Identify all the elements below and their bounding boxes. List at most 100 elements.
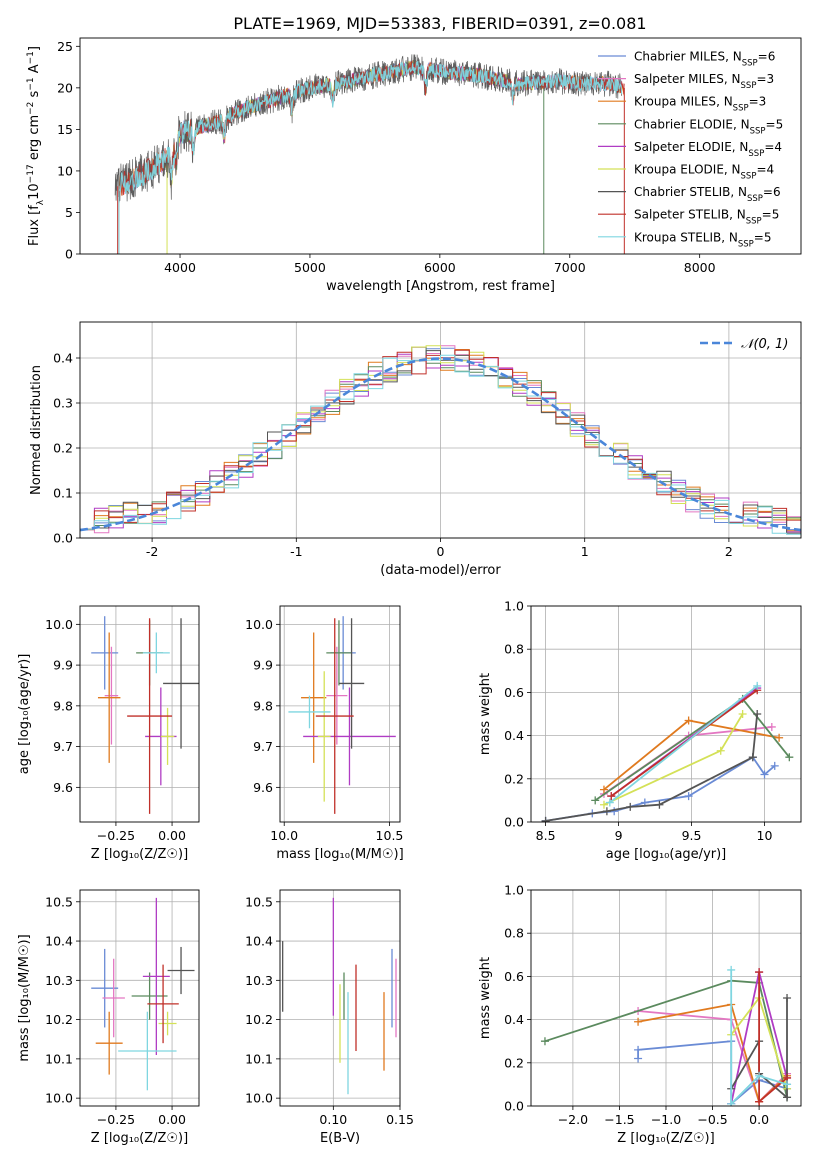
legend-eq: = bbox=[749, 95, 759, 109]
residuals-xtick-label-3: 1 bbox=[581, 544, 589, 559]
age-vs-Z-panel: −0.25 0.00 9.6 9.7 9.8 9.9 10.0 Z [log₁₀(Z/Z☉)]… bbox=[17, 605, 200, 862]
mass-vs-EBV-plot-area bbox=[282, 897, 397, 1095]
weight-vs-age-line-KrST bbox=[609, 685, 758, 804]
weight-vs-Z-ytick-label-3: 0.6 bbox=[504, 969, 524, 984]
weight-vs-Z-marker-SaST-1 bbox=[755, 1097, 764, 1106]
legend-eq: = bbox=[758, 50, 768, 64]
residuals-panel: -2 -1 0 1 2 0.0 0.1 0.2 0.3 0.4 (data-model)/error… bbox=[29, 321, 802, 578]
legend-nssp: 3 bbox=[767, 72, 775, 86]
weight-vs-age-ytick-label-1: 0.2 bbox=[504, 771, 524, 786]
residuals-ytick-label-1: 0.1 bbox=[53, 486, 73, 501]
spectrum-panel: 4000 5000 6000 7000 8000 0 5 10 15 20 25 wavelength… bbox=[26, 37, 802, 294]
weight-vs-age-marker-ChMI-7 bbox=[770, 761, 779, 770]
mass-vs-EBV-ytick-label-0: 10.0 bbox=[245, 1091, 273, 1106]
mass-vs-EBV-xtick-label-1: 0.15 bbox=[386, 1112, 414, 1127]
spectrum-frame bbox=[79, 37, 802, 255]
weight-vs-age-marker-ChMI-4 bbox=[684, 792, 693, 801]
legend-sub: SSP bbox=[741, 81, 757, 91]
residuals-ytick-label-3: 0.3 bbox=[53, 396, 73, 411]
age-vs-Z-ytick-label-4: 10.0 bbox=[45, 617, 73, 632]
mass-vs-EBV-ytick-label-3: 10.3 bbox=[245, 973, 273, 988]
spectrum-xlabel: wavelength [Angstrom, rest frame] bbox=[326, 279, 555, 294]
mass-vs-Z-frame bbox=[79, 889, 200, 1107]
weight-vs-age-marker-ChST-1 bbox=[602, 807, 611, 816]
weight-vs-age-marker-ChEL-0 bbox=[591, 796, 600, 805]
spectrum-plot-area bbox=[114, 54, 625, 254]
weight-vs-Z-ylabel: mass weight bbox=[478, 957, 493, 1039]
age-vs-mass-plot-area bbox=[288, 616, 396, 814]
age-vs-Z-ytick-label-2: 9.8 bbox=[53, 698, 73, 713]
residuals-plot-area bbox=[80, 345, 801, 535]
weight-vs-Z-xtick-label-3: −0.5 bbox=[697, 1112, 727, 1127]
age-vs-mass-ytick-label-4: 10.0 bbox=[245, 617, 273, 632]
mass-vs-EBV-panel: 0.10 0.15 10.0 10.1 10.2 10.3 10.4 10.5 E(B-V) bbox=[245, 889, 414, 1146]
legend-nssp: 5 bbox=[776, 117, 784, 131]
weight-vs-age-marker-KrST-0 bbox=[605, 798, 614, 807]
spectrum-ylabel-part-1: λ bbox=[36, 199, 46, 205]
weight-vs-age-xtick-label-0: 8.5 bbox=[536, 828, 556, 843]
weight-vs-Z-line-ChEL bbox=[544, 979, 788, 1098]
spectrum-legend-entry-SaST: Salpeter STELIB, NSSP=5 bbox=[634, 208, 779, 227]
residuals-ytick-label-4: 0.4 bbox=[53, 351, 73, 366]
weight-vs-Z-marker-ChMI-1 bbox=[634, 1045, 643, 1054]
legend-name: Chabrier STELIB bbox=[634, 185, 730, 199]
weight-vs-age-marker-KrST-1 bbox=[753, 681, 762, 690]
legend-name: Kroupa ELODIE bbox=[634, 163, 724, 177]
legend-n: , N bbox=[721, 230, 738, 244]
legend-eq: = bbox=[764, 140, 774, 154]
legend-n: , N bbox=[716, 95, 733, 109]
spectrum-xtick-label-2: 6000 bbox=[424, 260, 456, 275]
mass-vs-Z-plot-area bbox=[91, 897, 195, 1091]
spectrum-legend-entry-SaEL: Salpeter ELODIE, NSSP=4 bbox=[634, 140, 782, 159]
weight-vs-age-marker-SaMI-2 bbox=[767, 722, 776, 731]
mass-vs-EBV-ytick-label-5: 10.5 bbox=[245, 894, 273, 909]
age-vs-mass-xlabel: mass [log₁₀(M/M☉)] bbox=[276, 847, 403, 862]
weight-vs-Z-ytick-label-4: 0.8 bbox=[504, 926, 524, 941]
spectrum-legend-entry-SaMI: Salpeter MILES, NSSP=3 bbox=[634, 72, 774, 91]
spectrum-ylabel-part-7: −1 bbox=[26, 77, 36, 90]
age-vs-mass-panel: 10.0 10.5 9.6 9.7 9.8 9.9 10.0 mass [log₁₀(M/M☉… bbox=[245, 605, 404, 862]
weight-vs-age-xtick-label-1: 9 bbox=[615, 828, 623, 843]
spectrum-ytick-label-0: 0 bbox=[65, 247, 73, 262]
residuals-xtick-label-0: -2 bbox=[146, 544, 158, 559]
spectrum-legend-entry-ChST: Chabrier STELIB, NSSP=6 bbox=[634, 185, 781, 204]
weight-vs-age-ytick-label-0: 0.0 bbox=[504, 815, 524, 830]
legend-eq: = bbox=[756, 163, 766, 177]
residuals-ytick-label-2: 0.2 bbox=[53, 441, 73, 456]
residuals-ylabel: Normed distribution bbox=[29, 365, 44, 495]
weight-vs-age-marker-ChMI-6 bbox=[760, 770, 769, 779]
legend-name: Salpeter MILES bbox=[634, 72, 724, 86]
mass-vs-Z-ylabel: mass [log₁₀(M/M☉)] bbox=[17, 934, 32, 1061]
mass-vs-Z-xtick-label-0: −0.25 bbox=[97, 1112, 135, 1127]
weight-vs-Z-xtick-label-0: −2.0 bbox=[558, 1112, 588, 1127]
weight-vs-age-ytick-label-5: 1.0 bbox=[504, 599, 524, 614]
weight-vs-age-ylabel: mass weight bbox=[478, 673, 493, 755]
weight-vs-age-marker-SaST-0 bbox=[607, 792, 616, 801]
spectrum-ytick-label-4: 20 bbox=[57, 80, 73, 95]
legend-n: , N bbox=[725, 50, 742, 64]
legend-eq: = bbox=[763, 185, 773, 199]
weight-vs-Z-ytick-label-1: 0.2 bbox=[504, 1055, 524, 1070]
weight-vs-Z-marker-KrST-0 bbox=[727, 965, 736, 974]
spectrum-line-KrST bbox=[118, 60, 623, 194]
weight-vs-Z-marker-ChMI-0 bbox=[634, 1054, 643, 1063]
legend-nssp: 4 bbox=[774, 140, 782, 154]
age-vs-mass-ytick-label-3: 9.9 bbox=[253, 658, 273, 673]
mass-vs-EBV-ytick-label-2: 10.2 bbox=[245, 1012, 273, 1027]
weight-vs-Z-xlabel: Z [log₁₀(Z/Z☉)] bbox=[617, 1131, 714, 1146]
spectrum-ylabel-part-5: −2 bbox=[26, 102, 36, 115]
legend-sub: SSP bbox=[746, 217, 762, 227]
weight-vs-Z-ytick-label-5: 1.0 bbox=[504, 883, 524, 898]
weight-vs-age-xtick-label-2: 9.5 bbox=[682, 828, 702, 843]
legend-name: Salpeter STELIB bbox=[634, 208, 729, 222]
residual-hist-KrEL bbox=[80, 345, 801, 530]
age-vs-mass-ytick-label-1: 9.7 bbox=[253, 739, 273, 754]
weight-vs-Z-ytick-label-2: 0.4 bbox=[504, 1012, 524, 1027]
weight-vs-age-ytick-label-3: 0.6 bbox=[504, 685, 524, 700]
weight-vs-Z-xtick-label-4: 0.0 bbox=[749, 1112, 769, 1127]
residuals-frame bbox=[79, 321, 802, 539]
residual-hist-KrST bbox=[80, 354, 801, 535]
weight-vs-Z-marker-SaST-0 bbox=[755, 968, 764, 977]
figure-title: PLATE=1969, MJD=53383, FIBERID=0391, z=0… bbox=[233, 14, 646, 33]
